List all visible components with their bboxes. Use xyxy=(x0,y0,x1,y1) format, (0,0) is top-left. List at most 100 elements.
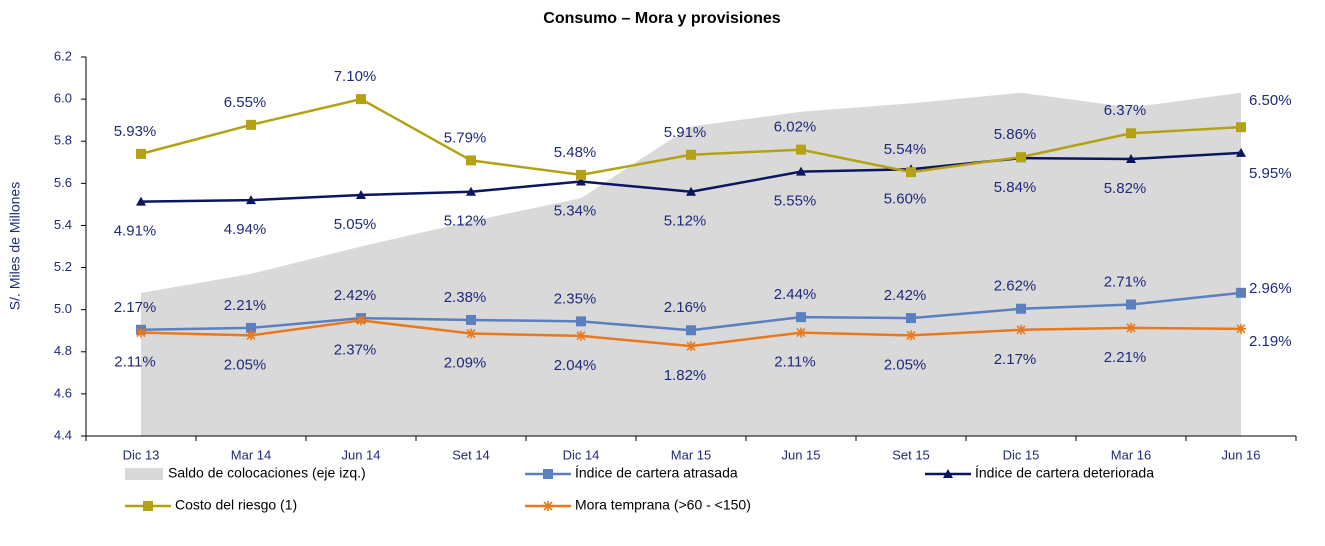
legend-label: Costo del riesgo (1) xyxy=(175,497,297,513)
y-tick-label: 6.2 xyxy=(54,48,72,63)
data-label: 5.54% xyxy=(884,141,927,158)
x-tick-label: Jun 16 xyxy=(1221,447,1260,462)
data-label: 1.82% xyxy=(664,367,707,384)
data-label: 2.42% xyxy=(334,287,377,304)
data-label: 5.55% xyxy=(774,193,817,210)
data-label: 2.17% xyxy=(114,299,157,316)
data-label: 2.96% xyxy=(1249,280,1292,297)
data-label: 6.02% xyxy=(774,119,817,136)
data-label: 5.12% xyxy=(664,213,707,230)
point xyxy=(466,186,476,196)
data-label: 2.19% xyxy=(1249,333,1292,350)
data-label: 2.16% xyxy=(664,299,707,316)
data-label: 2.11% xyxy=(114,354,155,371)
data-label: 6.55% xyxy=(224,94,267,111)
area xyxy=(141,92,1241,437)
legend-marker xyxy=(543,469,553,479)
point xyxy=(246,195,256,205)
data-label: 5.82% xyxy=(1104,180,1147,197)
y-tick-label: 5.4 xyxy=(54,217,72,232)
point xyxy=(1236,122,1246,133)
point xyxy=(796,166,806,176)
point xyxy=(906,330,916,341)
data-label: 6.37% xyxy=(1104,102,1147,119)
legend-label: Mora temprana (>60 - <150) xyxy=(575,497,751,513)
point xyxy=(136,196,146,206)
data-label: 5.79% xyxy=(444,129,487,146)
x-tick-label: Mar 16 xyxy=(1111,447,1151,462)
point xyxy=(576,169,586,180)
point xyxy=(136,327,146,338)
legend-label: Índice de cartera deteriorada xyxy=(975,465,1154,481)
data-label: 5.93% xyxy=(114,123,157,140)
data-label: 2.21% xyxy=(1104,349,1147,366)
point xyxy=(1016,152,1026,163)
data-label: 5.34% xyxy=(554,202,597,219)
legend-marker xyxy=(543,501,553,511)
legend-swatch xyxy=(125,468,163,480)
data-label: 2.05% xyxy=(884,356,927,373)
data-label: 2.71% xyxy=(1104,273,1147,290)
point xyxy=(246,119,256,130)
x-tick-label: Jun 15 xyxy=(781,447,820,462)
point xyxy=(1126,322,1136,333)
data-label: 2.04% xyxy=(554,357,597,374)
data-label: 2.35% xyxy=(554,290,597,307)
data-label: 2.21% xyxy=(224,297,267,314)
point xyxy=(466,155,476,166)
legend-label: Saldo de colocaciones (eje izq.) xyxy=(168,465,366,481)
y-tick-label: 6.0 xyxy=(54,91,72,106)
x-tick-label: Dic 15 xyxy=(1003,447,1040,462)
point xyxy=(1236,287,1246,298)
point xyxy=(1126,299,1136,310)
data-label: 6.50% xyxy=(1249,92,1292,109)
point xyxy=(796,327,806,338)
point xyxy=(246,330,256,341)
point xyxy=(136,148,146,159)
data-label: 5.12% xyxy=(444,213,487,230)
point xyxy=(356,315,366,326)
y-axis-title: S/. Miles de Millones xyxy=(7,182,23,310)
point xyxy=(356,94,366,105)
point xyxy=(576,176,586,186)
data-label: 7.10% xyxy=(334,68,377,85)
data-label: 2.42% xyxy=(884,287,927,304)
legend-marker xyxy=(943,469,953,478)
point xyxy=(1236,323,1246,334)
x-tick-label: Set 14 xyxy=(452,447,490,462)
data-label: 4.94% xyxy=(224,221,267,238)
point xyxy=(576,316,586,327)
chart-title: Consumo – Mora y provisiones xyxy=(543,10,780,27)
data-label: 2.17% xyxy=(994,351,1037,368)
data-label: 4.91% xyxy=(114,223,157,240)
point xyxy=(796,312,806,323)
data-label: 5.91% xyxy=(664,124,707,141)
point xyxy=(686,325,696,336)
y-tick-label: 5.8 xyxy=(54,133,72,148)
point xyxy=(906,313,916,324)
y-tick-label: 4.6 xyxy=(54,385,72,400)
y-tick-label: 4.4 xyxy=(54,427,72,442)
point xyxy=(906,167,916,178)
point xyxy=(1016,324,1026,335)
point xyxy=(796,144,806,155)
data-label: 2.11% xyxy=(774,354,815,371)
data-label: 5.84% xyxy=(994,179,1037,196)
data-label: 2.05% xyxy=(224,356,267,373)
point xyxy=(1126,154,1136,164)
y-tick-label: 5.6 xyxy=(54,175,72,190)
data-label: 2.37% xyxy=(334,341,377,358)
data-label: 2.38% xyxy=(444,289,487,306)
data-label: 2.44% xyxy=(774,286,817,303)
point xyxy=(1126,128,1136,139)
y-tick-label: 5.0 xyxy=(54,301,72,316)
data-label: 5.95% xyxy=(1249,165,1292,182)
x-tick-label: Mar 15 xyxy=(671,447,711,462)
data-label: 2.09% xyxy=(444,354,487,371)
x-tick-label: Set 15 xyxy=(892,447,930,462)
data-label: 2.62% xyxy=(994,278,1037,295)
point xyxy=(1016,303,1026,314)
point xyxy=(686,149,696,160)
point xyxy=(686,341,696,352)
